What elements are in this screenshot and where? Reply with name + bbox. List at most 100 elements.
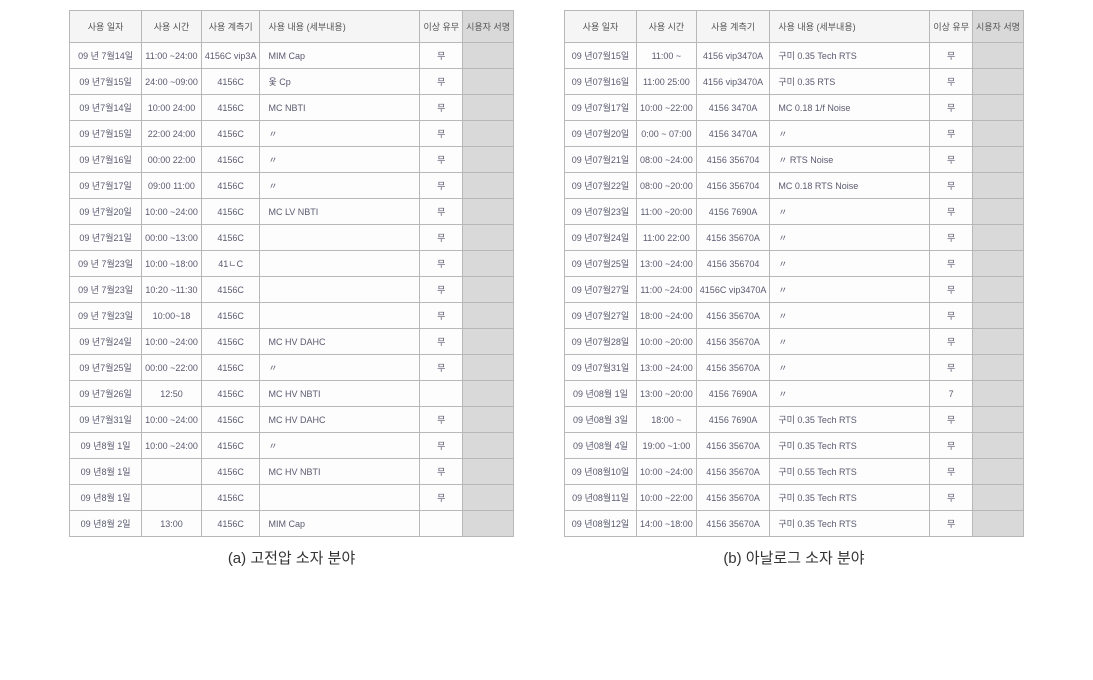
cell-sign — [463, 277, 514, 303]
table-row: 09 년07월25일13:00 ~24:004156 356704〃무 — [564, 251, 1023, 277]
cell-instrument: 4156C vip3A — [201, 43, 260, 69]
table-row: 09 년 7월14일11:00 ~24:004156C vip3AMIM Cap… — [70, 43, 514, 69]
cell-instrument: 4156 vip3470A — [696, 43, 770, 69]
cell-date: 09 년 7월23일 — [70, 303, 142, 329]
cell-description: 구미 0.35 Tech RTS — [770, 407, 930, 433]
cell-flag: 무 — [930, 485, 973, 511]
cell-flag: 무 — [420, 329, 463, 355]
cell-date: 09 년07월21일 — [564, 147, 636, 173]
cell-description: 구미 0.55 Tech RTS — [770, 459, 930, 485]
cell-date: 09 년7월15일 — [70, 69, 142, 95]
cell-date: 09 년7월21일 — [70, 225, 142, 251]
cell-instrument: 4156 35670A — [696, 485, 770, 511]
cell-sign — [463, 69, 514, 95]
cell-description: MC LV NBTI — [260, 199, 420, 225]
cell-sign — [463, 407, 514, 433]
cell-description: 〃 — [260, 173, 420, 199]
cell-instrument: 4156C vip3470A — [696, 277, 770, 303]
table-header-row: 사용 일자 사용 시간 사용 계측기 사용 내용 (세부내용) 이상 유무 시용… — [564, 11, 1023, 43]
cell-sign — [972, 459, 1023, 485]
cell-sign — [463, 225, 514, 251]
cell-flag: 무 — [420, 225, 463, 251]
cell-description — [260, 303, 420, 329]
cell-flag: 무 — [420, 355, 463, 381]
table-row: 09 년07월17일10:00 ~22:004156 3470AMC 0.18 … — [564, 95, 1023, 121]
cell-instrument: 4156 356704 — [696, 173, 770, 199]
cell-instrument: 4156C — [201, 511, 260, 537]
cell-time: 08:00 ~24:00 — [636, 147, 696, 173]
header-description: 사용 내용 (세부내용) — [770, 11, 930, 43]
cell-sign — [972, 69, 1023, 95]
cell-description: MIM Cap — [260, 43, 420, 69]
cell-instrument: 4156C — [201, 121, 260, 147]
cell-time: 13:00 ~20:00 — [636, 381, 696, 407]
table-row: 09 년07월23일11:00 ~20:004156 7690A〃무 — [564, 199, 1023, 225]
cell-flag: 무 — [930, 407, 973, 433]
cell-description: 〃 RTS Noise — [770, 147, 930, 173]
cell-date: 09 년7월14일 — [70, 95, 142, 121]
table-row: 09 년07월20일0:00 ~ 07:004156 3470A〃무 — [564, 121, 1023, 147]
cell-flag: 무 — [930, 355, 973, 381]
cell-instrument: 4156 7690A — [696, 381, 770, 407]
cell-flag: 무 — [420, 277, 463, 303]
cell-flag: 무 — [420, 407, 463, 433]
cell-description — [260, 225, 420, 251]
cell-instrument: 4156C — [201, 147, 260, 173]
cell-flag: 무 — [420, 199, 463, 225]
cell-date: 09 년7월17일 — [70, 173, 142, 199]
cell-description: MC HV NBTI — [260, 381, 420, 407]
cell-date: 09 년07월25일 — [564, 251, 636, 277]
cell-instrument: 4156C — [201, 199, 260, 225]
cell-flag: 무 — [930, 121, 973, 147]
table-row: 09 년8월 1일4156C무 — [70, 485, 514, 511]
cell-instrument: 4156 356704 — [696, 251, 770, 277]
cell-date: 09 년08월12일 — [564, 511, 636, 537]
cell-instrument: 4156 356704 — [696, 147, 770, 173]
cell-description: 〃 — [260, 355, 420, 381]
cell-instrument: 4156C — [201, 225, 260, 251]
cell-instrument: 4156 3470A — [696, 95, 770, 121]
cell-time: 00:00 ~22:00 — [142, 355, 202, 381]
cell-instrument: 4156C — [201, 407, 260, 433]
cell-instrument: 4156 35670A — [696, 355, 770, 381]
cell-instrument: 41ㄴC — [201, 251, 260, 277]
cell-flag: 무 — [420, 459, 463, 485]
cell-time: 19:00 ~1:00 — [636, 433, 696, 459]
cell-sign — [972, 95, 1023, 121]
table-row: 09 년07월22일08:00 ~20:004156 356704MC 0.18… — [564, 173, 1023, 199]
cell-sign — [463, 511, 514, 537]
cell-flag: 무 — [930, 511, 973, 537]
cell-flag — [420, 511, 463, 537]
cell-instrument: 4156 3470A — [696, 121, 770, 147]
cell-flag: 무 — [930, 199, 973, 225]
cell-flag: 무 — [930, 303, 973, 329]
cell-time: 11:00 ~24:00 — [636, 277, 696, 303]
cell-date: 09 년8월 1일 — [70, 433, 142, 459]
cell-flag: 무 — [420, 485, 463, 511]
cell-instrument: 4156C — [201, 381, 260, 407]
cell-time: 10:00 ~24:00 — [142, 199, 202, 225]
cell-time: 11:00 ~20:00 — [636, 199, 696, 225]
table-row: 09 년7월26일12:504156CMC HV NBTI — [70, 381, 514, 407]
cell-time: 00:00 22:00 — [142, 147, 202, 173]
table-row: 09 년7월21일00:00 ~13:004156C무 — [70, 225, 514, 251]
table-row: 09 년08월10일10:00 ~24:004156 35670A구미 0.55… — [564, 459, 1023, 485]
cell-time: 10:00 ~24:00 — [142, 329, 202, 355]
cell-flag: 무 — [420, 147, 463, 173]
cell-description: 구미 0.35 RTS — [770, 69, 930, 95]
cell-description: MC 0.18 RTS Noise — [770, 173, 930, 199]
cell-flag: 무 — [930, 173, 973, 199]
cell-flag: 7 — [930, 381, 973, 407]
cell-time: 09:00 11:00 — [142, 173, 202, 199]
table-row: 09 년08월 1일13:00 ~20:004156 7690A〃7 — [564, 381, 1023, 407]
cell-date: 09 년 7월14일 — [70, 43, 142, 69]
cell-sign — [463, 381, 514, 407]
cell-instrument: 4156C — [201, 303, 260, 329]
cell-description — [260, 251, 420, 277]
cell-time: 10:00 ~24:00 — [142, 433, 202, 459]
cell-instrument: 4156 7690A — [696, 407, 770, 433]
cell-date: 09 년08월 3일 — [564, 407, 636, 433]
cell-flag: 무 — [930, 95, 973, 121]
cell-description — [260, 277, 420, 303]
cell-sign — [463, 485, 514, 511]
